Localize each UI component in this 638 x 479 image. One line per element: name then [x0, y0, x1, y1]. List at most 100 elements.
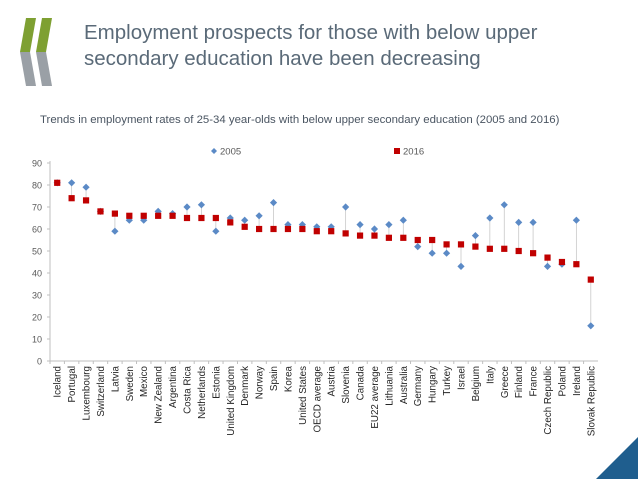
point-2016 [558, 258, 566, 266]
x-tick-label: Estonia [211, 365, 222, 398]
x-tick-label: United States [298, 366, 309, 425]
point-2016 [486, 245, 493, 252]
logo-stripe-gray-1 [20, 52, 36, 86]
point-2016 [573, 261, 580, 268]
point-2016 [328, 228, 335, 235]
x-tick-label: Portugal [67, 366, 78, 403]
x-tick-label: Hungary [428, 366, 439, 403]
corner-decoration [596, 437, 638, 479]
point-2016 [530, 250, 537, 257]
point-2005 [342, 203, 350, 211]
point-2005 [183, 203, 191, 211]
point-2016 [385, 234, 392, 241]
point-2016 [587, 276, 594, 283]
x-tick-label: Lithuania [384, 365, 395, 405]
y-axis: 0 10 20 30 40 50 60 70 80 90 [32, 159, 51, 367]
logo-stripe-green-1 [20, 18, 36, 52]
point-2016 [356, 232, 364, 239]
point-2016 [155, 212, 162, 219]
point-2016 [313, 228, 320, 235]
legend-label-2016: 2016 [403, 147, 424, 158]
y-tick-label: 70 [32, 203, 42, 213]
y-tick-label: 40 [32, 269, 42, 279]
x-tick-label: Argentina [168, 365, 179, 407]
x-tick-label: Australia [399, 365, 410, 404]
point-2005 [269, 199, 278, 207]
point-2016 [515, 247, 522, 255]
point-2005 [457, 262, 465, 270]
point-2005 [399, 216, 407, 224]
legend-marker-2005 [211, 148, 217, 154]
point-2016 [270, 225, 277, 233]
x-tick-label: Czech Republic [543, 366, 554, 435]
point-2016 [97, 208, 104, 215]
point-2016 [126, 212, 133, 219]
point-2016 [472, 243, 479, 250]
point-2016 [501, 245, 508, 252]
point-2016 [111, 210, 118, 217]
point-2005 [428, 249, 436, 257]
point-2005 [515, 218, 523, 226]
x-tick-label: Norway [255, 366, 266, 399]
point-2016 [183, 214, 191, 222]
y-tick-label: 0 [37, 357, 42, 367]
y-tick-label: 80 [32, 181, 42, 191]
x-tick-label: Mexico [139, 365, 150, 397]
logo-stripe-green-2 [36, 18, 52, 52]
x-tick-label: EU22 average [370, 365, 381, 428]
point-2016 [140, 212, 147, 219]
point-2016 [212, 214, 219, 222]
point-2016 [544, 254, 551, 261]
x-tick-label: Greece [500, 365, 511, 398]
point-2016 [169, 212, 176, 219]
slide-title: Employment prospects for those with belo… [84, 21, 538, 70]
point-2016 [227, 219, 234, 226]
point-2005 [241, 216, 249, 224]
page-number: 9 [606, 447, 612, 458]
point-2005 [385, 221, 393, 229]
y-tick-label: 60 [32, 225, 42, 235]
connector-lines [71, 182, 592, 326]
point-2016 [82, 197, 90, 204]
point-2005 [356, 221, 364, 229]
x-tick-label: Finland [514, 366, 525, 398]
point-2005 [197, 201, 206, 209]
x-tick-label: Slovak Republic [586, 366, 597, 436]
point-2016 [443, 241, 450, 248]
y-tick-label: 50 [32, 247, 42, 257]
point-2005 [370, 225, 379, 233]
point-2005 [572, 216, 580, 224]
point-2016 [400, 234, 407, 241]
x-tick-label: Denmark [240, 366, 251, 406]
point-2005 [111, 227, 119, 235]
point-2005 [442, 249, 451, 257]
x-tick-label: Netherlands [197, 366, 208, 419]
point-2016 [371, 232, 378, 239]
point-2005 [486, 214, 494, 222]
x-tick-label: Ireland [572, 366, 583, 396]
point-2016 [429, 236, 436, 244]
y-tick-label: 10 [32, 335, 42, 345]
x-tick-label: Austria [327, 365, 338, 396]
point-2005 [543, 262, 552, 270]
point-2005 [414, 243, 422, 251]
point-2005 [212, 227, 220, 235]
point-2016 [457, 241, 465, 248]
point-2016 [241, 223, 248, 230]
point-2005 [500, 201, 508, 209]
x-tick-label: Switzerland [96, 366, 107, 417]
x-tick-label: New Zealand [154, 366, 165, 424]
legend-marker-2016 [394, 148, 400, 154]
x-tick-label: Korea [283, 365, 294, 392]
x-tick-label: Turkey [442, 366, 453, 396]
x-tick-label: Slovenia [341, 365, 352, 403]
x-tick-label: Latvia [110, 365, 121, 392]
x-tick-label: Costa Rica [183, 365, 194, 413]
oecd-logo-icon [20, 18, 52, 86]
x-tick-label: Iceland [53, 366, 64, 398]
point-2005 [587, 322, 595, 330]
point-2016 [342, 230, 349, 237]
point-2016 [414, 236, 421, 244]
x-tick-label: Germany [413, 366, 424, 406]
point-2016 [284, 225, 292, 233]
